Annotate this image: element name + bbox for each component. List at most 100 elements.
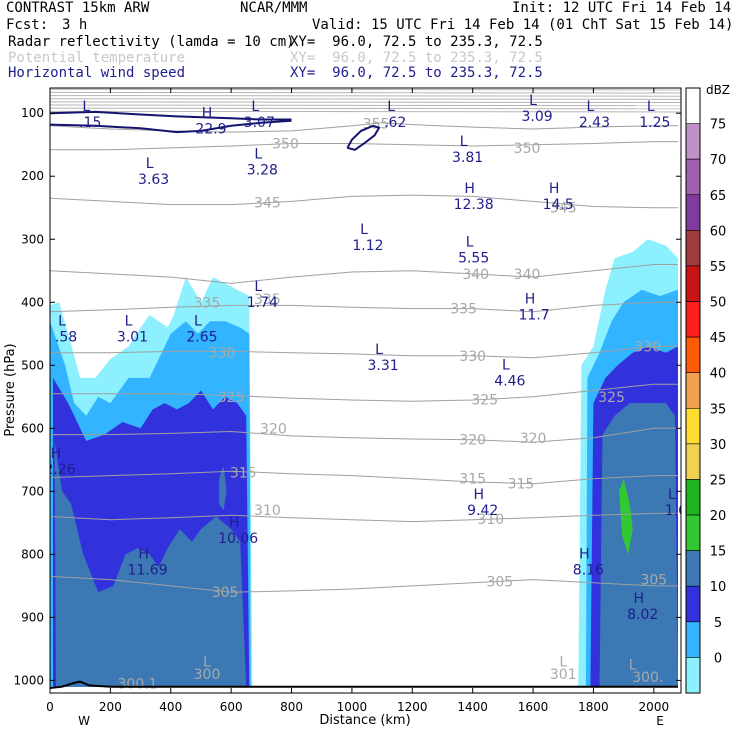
theta-contour-upper xyxy=(50,91,681,94)
colorbar-swatch-70 xyxy=(685,158,701,196)
wind-extremum-value: 9.42 xyxy=(467,503,498,519)
colorbar-label-70: 70 xyxy=(710,153,727,168)
theta-contour-upper xyxy=(50,98,681,100)
y-tick-label: 1000 xyxy=(13,673,44,687)
wind-extremum-type: H xyxy=(202,106,213,122)
east-endpoint-label: E xyxy=(656,714,664,728)
wind-extremum-type: L xyxy=(82,99,90,115)
theta-contour-335 xyxy=(50,301,678,313)
theta-contour-320 xyxy=(50,427,678,443)
wind-extremum-value: 8.02 xyxy=(627,607,658,623)
theta-label: 301 xyxy=(550,667,577,683)
theta-label: 300.1 xyxy=(118,677,158,693)
wind-extremum-type: H xyxy=(525,291,536,307)
colorbar-label-30: 30 xyxy=(710,438,727,453)
field-xy-reflectivity: XY= 96.0, 72.5 to 235.3, 72.5 xyxy=(290,34,543,50)
field-xy-theta: XY= 96.0, 72.5 to 235.3, 72.5 xyxy=(290,50,543,66)
y-tick-label: 900 xyxy=(21,610,44,624)
colorbar-swatch-20 xyxy=(685,514,701,551)
y-tick-label: 200 xyxy=(21,169,44,183)
colorbar-swatch-15 xyxy=(685,550,701,587)
y-tick-label: 400 xyxy=(21,295,44,309)
field-name-theta: Potential temperature xyxy=(8,50,186,66)
theta-label: L xyxy=(203,654,211,670)
theta-contour-upper xyxy=(50,107,681,110)
theta-label: L xyxy=(559,654,567,670)
wind-extremum-type: L xyxy=(375,342,383,358)
wind-extremum-value: 3.07 xyxy=(244,115,275,131)
theta-label: 310 xyxy=(254,503,281,519)
theta-label: 330 xyxy=(209,346,236,362)
reflectivity-region-15dbz-9 xyxy=(219,466,227,511)
reflectivity-layer xyxy=(50,239,678,687)
theta-contour-label: 345 xyxy=(254,196,281,212)
colorbar-label-10: 10 xyxy=(710,580,727,595)
wind-extremum-value: 1.6 xyxy=(665,503,687,519)
theta-contour-310 xyxy=(50,512,678,523)
wind-extremum-type: L xyxy=(146,156,154,172)
terrain-line xyxy=(50,680,678,689)
colorbar-label-65: 65 xyxy=(710,189,727,204)
wind-extremum-value: 3.01 xyxy=(117,329,148,345)
x-tick-label: 200 xyxy=(99,700,122,714)
theta-label: 345 xyxy=(550,201,577,217)
theta-contour-label: 350 xyxy=(272,137,299,153)
wind-extremum-value: 14.5 xyxy=(543,197,574,213)
y-tick-label: 600 xyxy=(21,421,44,435)
wind-extremum-value: 2.43 xyxy=(579,115,610,131)
colorbar-label-20: 20 xyxy=(710,509,727,524)
wind-extremum-value: 5.55 xyxy=(458,251,489,267)
colorbar-label-0: 0 xyxy=(714,651,722,666)
model-title: CONTRAST 15km ARW xyxy=(6,0,150,16)
colorbar-swatch-55 xyxy=(685,265,701,302)
init-time: Init: 12 UTC Fri 14 Feb 14 xyxy=(512,0,732,16)
colorbar-label-15: 15 xyxy=(710,545,727,560)
x-tick-label: 1800 xyxy=(578,700,609,714)
plot-frame xyxy=(49,87,682,694)
wind-extremum-value: 3.31 xyxy=(368,358,399,374)
colorbar-swatch-40 xyxy=(685,372,701,409)
wind-extremum-type: H xyxy=(633,591,644,607)
wind-extremum-type: L xyxy=(194,313,202,329)
theta-label: 325 xyxy=(598,390,625,406)
theta-contour-340 xyxy=(50,264,678,284)
colorbar-frame xyxy=(685,87,701,694)
wind-extremum-type: L xyxy=(466,235,474,251)
wind-extremum-type: L xyxy=(502,358,510,374)
wind-layer: L.15H22.9L3.07L.62L3.09L2.43L1.25L3.81L3… xyxy=(44,93,687,623)
theta-contour-305 xyxy=(50,575,678,593)
theta-contour-label: 335 xyxy=(450,302,477,318)
x-tick-label: 1400 xyxy=(457,700,488,714)
theta-contour-upper xyxy=(50,104,681,107)
forecast-label: Fcst: xyxy=(6,17,49,33)
theta-label: 325 xyxy=(218,390,245,406)
theta-label: 300. xyxy=(632,670,663,686)
wind-extremum-type: L xyxy=(529,93,537,109)
axes-layer: 0 200 400 600 800 1000 1200 1400 1600 1800 2000 100… xyxy=(13,88,681,714)
x-tick-label: 800 xyxy=(280,700,303,714)
field-name-wind: Horizontal wind speed xyxy=(8,65,186,81)
theta-contour-label: 320 xyxy=(459,433,486,449)
theta-label: 305 xyxy=(640,573,667,589)
colorbar-swatch-10 xyxy=(685,585,701,623)
theta-label: 305 xyxy=(212,585,239,601)
wind-extremum-type: L xyxy=(125,313,133,329)
colorbar-swatch-50 xyxy=(685,301,701,338)
wind-extremum-value: 1.25 xyxy=(639,115,670,131)
colorbar-swatch-0 xyxy=(685,657,701,694)
wind-extremum-value: 2.26 xyxy=(44,462,75,478)
colorbar-label-45: 45 xyxy=(710,331,727,346)
colorbar-swatch-30 xyxy=(685,443,701,480)
wind-extremum-value: 11.7 xyxy=(518,307,549,323)
y-tick-label: 500 xyxy=(21,358,44,372)
reflectivity-region-15dbz-7 xyxy=(599,403,678,687)
theta-contour-upper xyxy=(50,95,681,97)
wind-extremum-value: 8.16 xyxy=(573,563,604,579)
theta-label: 315 xyxy=(459,472,486,488)
theta-contour-upper xyxy=(50,110,681,113)
wind-extremum-value: 10.06 xyxy=(218,531,258,547)
wind-extremum-type: L xyxy=(647,99,655,115)
wind-speed-contour xyxy=(346,124,381,151)
